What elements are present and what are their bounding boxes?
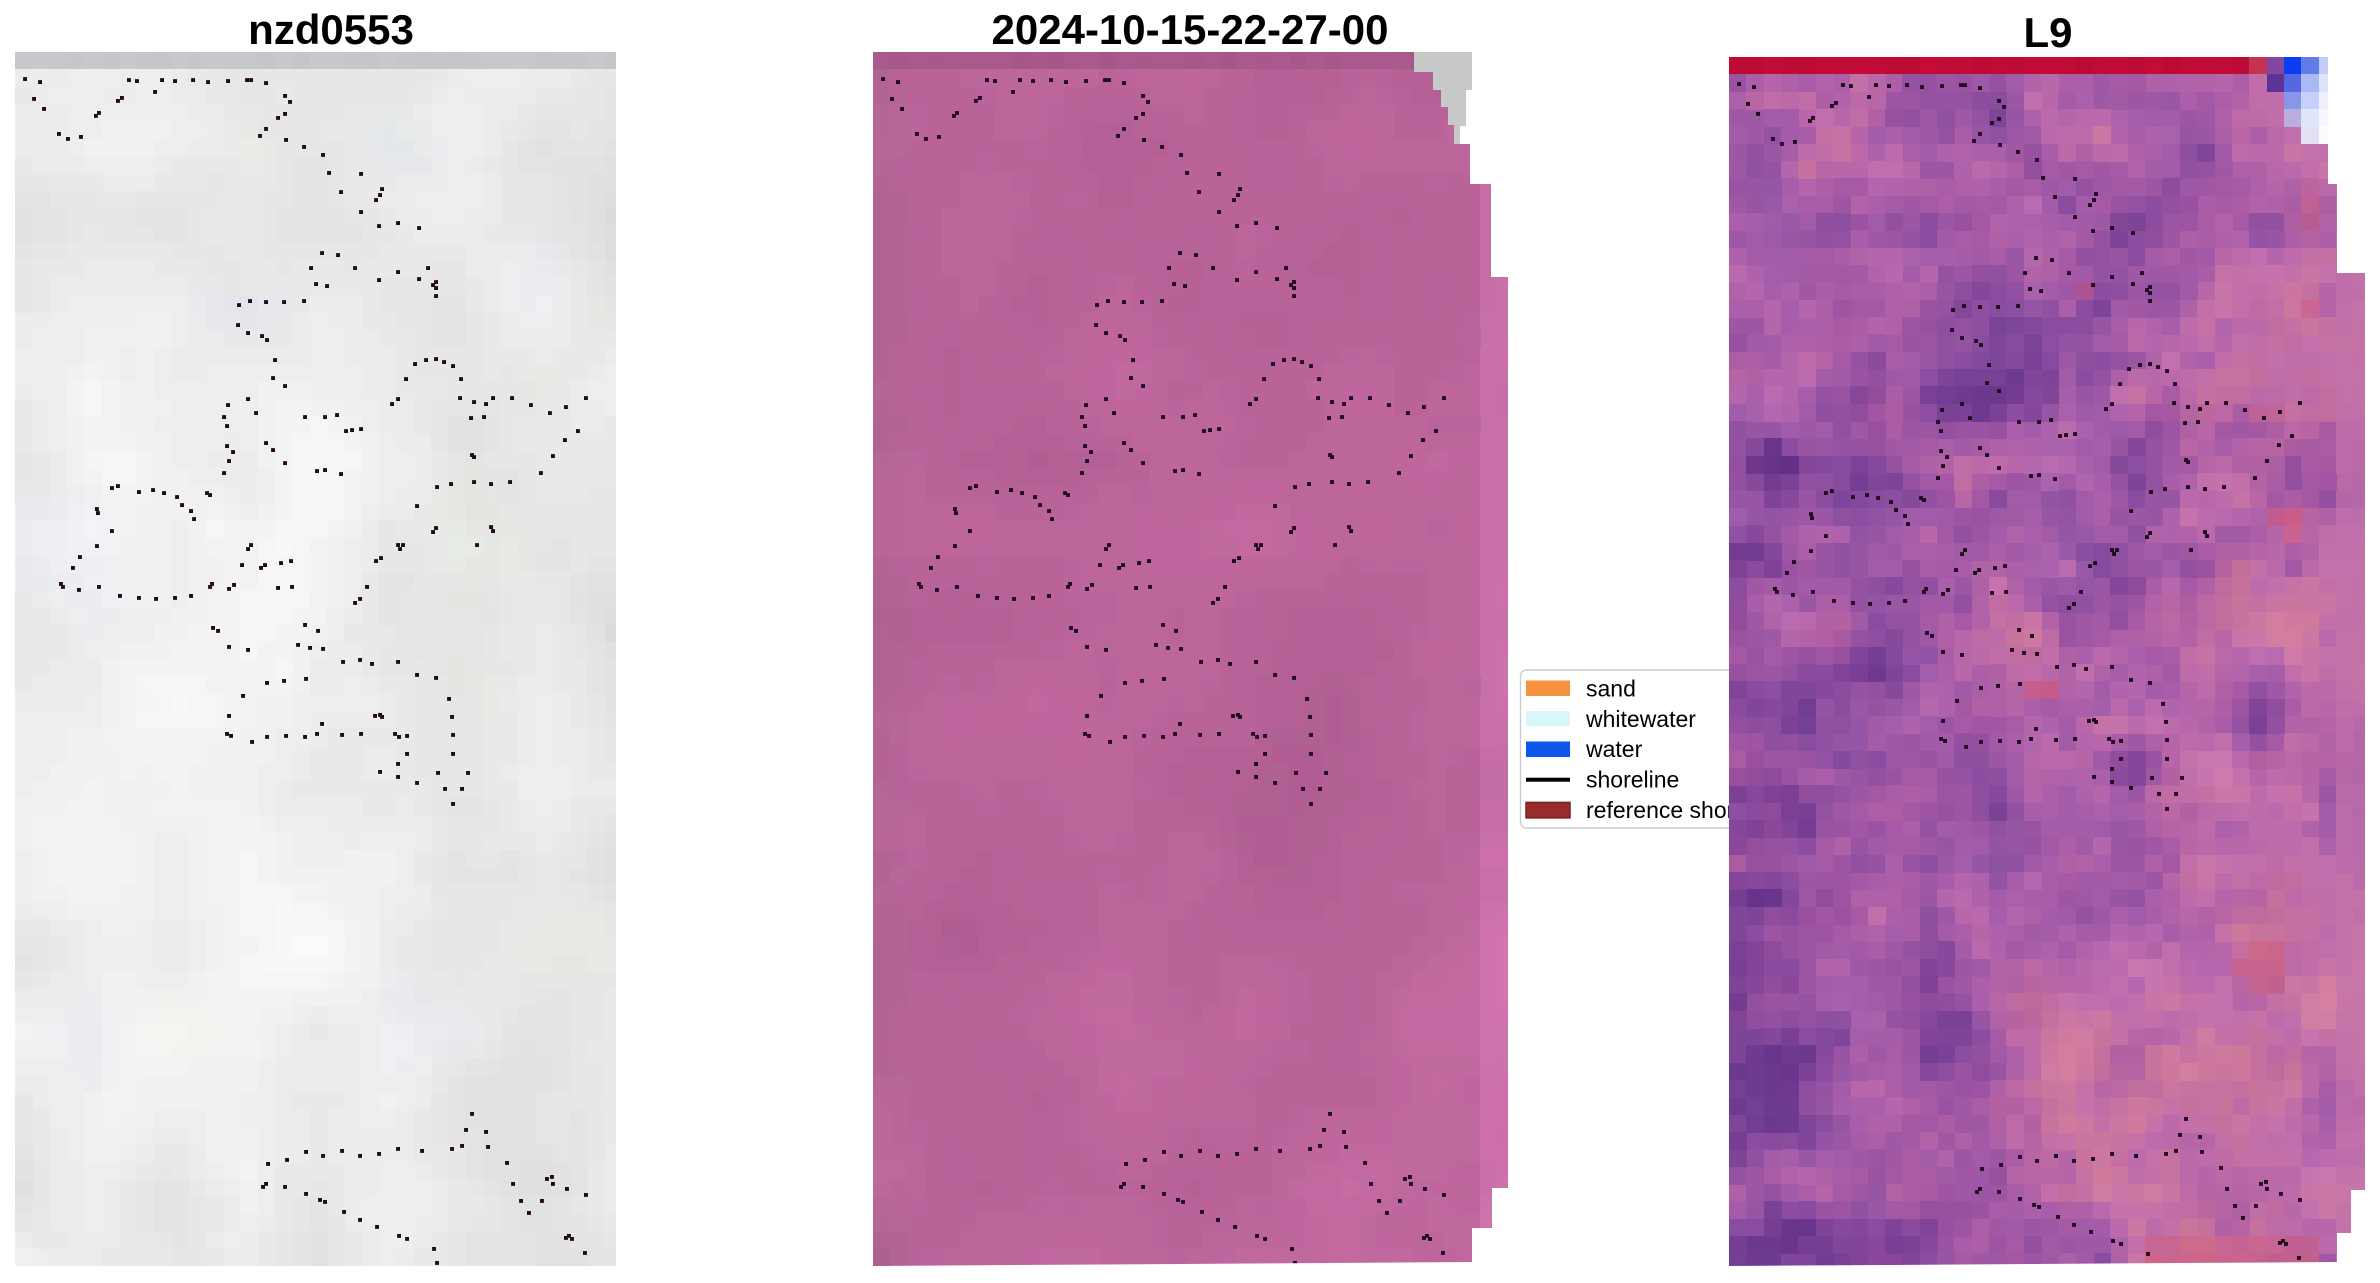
svg-text:sand: sand xyxy=(1586,675,1636,701)
svg-text:shoreline: shoreline xyxy=(1586,767,1679,793)
svg-text:water: water xyxy=(1585,736,1643,762)
svg-text:L9: L9 xyxy=(2023,9,2072,56)
svg-text:nzd0553: nzd0553 xyxy=(248,6,414,53)
svg-text:2024-10-15-22-27-00: 2024-10-15-22-27-00 xyxy=(992,6,1389,53)
svg-text:whitewater: whitewater xyxy=(1585,706,1696,732)
